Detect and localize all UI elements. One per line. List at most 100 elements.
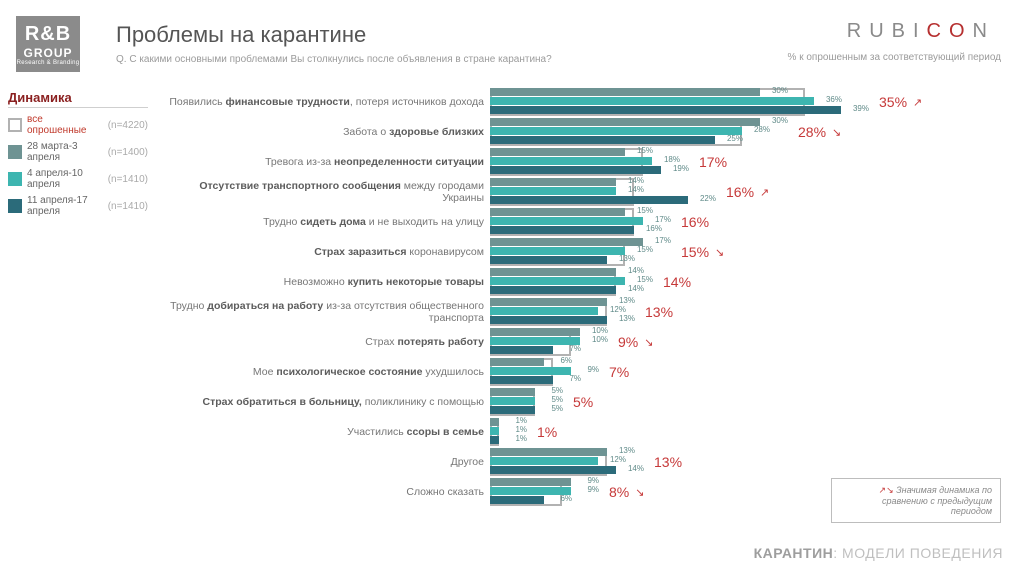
legend-swatch [8,199,22,213]
bar-series: 10% [490,337,580,345]
main-percent: 13% [654,454,682,470]
main-percent: 16%↗ [726,184,769,200]
bar-value-label: 18% [664,155,680,164]
footer-bold: КАРАНТИН [754,545,834,561]
bar-value-label: 9% [587,476,599,485]
trend-arrow-icon: ↘ [635,486,644,499]
legend-item: 28 марта-3 апреля (n=1400) [8,141,148,163]
bar-value-label: 36% [826,95,842,104]
logo-rubicon-pre: RUBI [847,20,927,42]
bars-area: 14%14%22%16%↗ [490,178,850,206]
trend-arrow-icon: ↗ [760,186,769,199]
legend-swatch [8,172,22,186]
bar-value-label: 10% [592,335,608,344]
chart-row: Страх потерять работу10%10%7%9%↘ [155,328,855,356]
bar-series: 5% [490,388,535,396]
chart-row: Страх обратиться в больницу, поликлинику… [155,388,855,416]
footnote-text: Значимая динамика по сравнению с предыду… [882,485,992,516]
chart-row: Трудно добираться на работу из-за отсутс… [155,298,855,326]
bar-series: 36% [490,97,814,105]
main-percent: 5% [573,394,593,410]
row-label: Сложно сказать [155,486,490,498]
chart-row: Невозможно купить некоторые товары14%15%… [155,268,855,296]
bar-series: 15% [490,208,625,216]
bar-chart: Появились финансовые трудности, потеря и… [155,88,855,508]
main-percent-value: 8% [609,484,629,500]
bar-series: 5% [490,397,535,405]
bar-value-label: 17% [655,215,671,224]
bar-value-label: 13% [619,314,635,323]
bars-area: 30%28%25%28%↘ [490,118,850,146]
bar-value-label: 14% [628,176,644,185]
legend-swatch [8,118,22,132]
row-label: Забота о здоровье близких [155,126,490,138]
chart-row: Появились финансовые трудности, потеря и… [155,88,855,116]
bar-value-label: 1% [515,425,527,434]
bar-value-label: 10% [592,326,608,335]
legend-n: (n=1400) [108,147,148,158]
bars-area: 30%36%39%35%↗ [490,88,850,116]
row-label: Мое психологическое состояние ухудшилось [155,366,490,378]
chart-row: Страх заразиться коронавирусом17%15%13%1… [155,238,855,266]
legend-swatch [8,145,22,159]
bar-series: 14% [490,286,616,294]
bar-series: 19% [490,166,661,174]
bar-value-label: 6% [560,494,572,503]
bar-series: 14% [490,187,616,195]
bar-value-label: 39% [853,104,869,113]
bar-value-label: 13% [619,254,635,263]
bars-area: 10%10%7%9%↘ [490,328,850,356]
bar-value-label: 5% [551,404,563,413]
logo-top: R&B [25,23,71,46]
bar-series: 13% [490,256,607,264]
bar-series: 1% [490,427,499,435]
bars-area: 9%9%6%8%↘ [490,478,850,506]
bar-value-label: 15% [637,275,653,284]
legend-item: 11 апреля-17 апреля (n=1410) [8,195,148,217]
bar-value-label: 1% [515,416,527,425]
bar-series: 17% [490,217,643,225]
bar-value-label: 9% [587,485,599,494]
page-title: Проблемы на карантине [116,22,552,48]
bar-value-label: 9% [587,365,599,374]
main-percent-value: 14% [663,274,691,290]
trend-arrow-icon: ↘ [644,336,653,349]
main-percent: 8% ↘ [609,484,644,500]
bar-series: 1% [490,418,499,426]
footnote-arrows: ↗↘ [879,485,894,495]
bar-value-label: 12% [610,305,626,314]
bars-area: 15%18%19%17% [490,148,850,176]
bar-series: 14% [490,178,616,186]
bar-series: 1% [490,436,499,444]
bar-value-label: 15% [637,245,653,254]
main-percent-value: 9% [618,334,638,350]
bar-series: 7% [490,346,553,354]
bar-value-label: 13% [619,446,635,455]
bar-series: 28% [490,127,742,135]
chart-row: Трудно сидеть дома и не выходить на улиц… [155,208,855,236]
bar-series: 39% [490,106,841,114]
bar-series: 17% [490,238,643,246]
question-text: Q. С какими основными проблемами Вы стол… [116,54,552,65]
row-label: Невозможно купить некоторые товары [155,276,490,288]
bar-series: 30% [490,88,760,96]
main-percent-value: 13% [645,304,673,320]
legend-item: все опрошенные (n=4220) [8,114,148,136]
bar-series: 9% [490,478,571,486]
bar-series: 6% [490,496,544,504]
bar-series: 14% [490,466,616,474]
bar-value-label: 7% [569,344,581,353]
bar-value-label: 28% [754,125,770,134]
bar-value-label: 1% [515,434,527,443]
main-percent-value: 7% [609,364,629,380]
main-percent: 16% [681,214,709,230]
logo-mid: GROUP [23,46,72,60]
chart-row: Отсутствие транспортного сообщения между… [155,178,855,206]
main-percent: 28%↘ [798,124,841,140]
bar-value-label: 7% [569,374,581,383]
logo-rubicon-red: CO [927,20,973,42]
bar-series: 14% [490,268,616,276]
bar-value-label: 17% [655,236,671,245]
row-label: Появились финансовые трудности, потеря и… [155,96,490,108]
chart-row: Тревога из-за неопределенности ситуации1… [155,148,855,176]
